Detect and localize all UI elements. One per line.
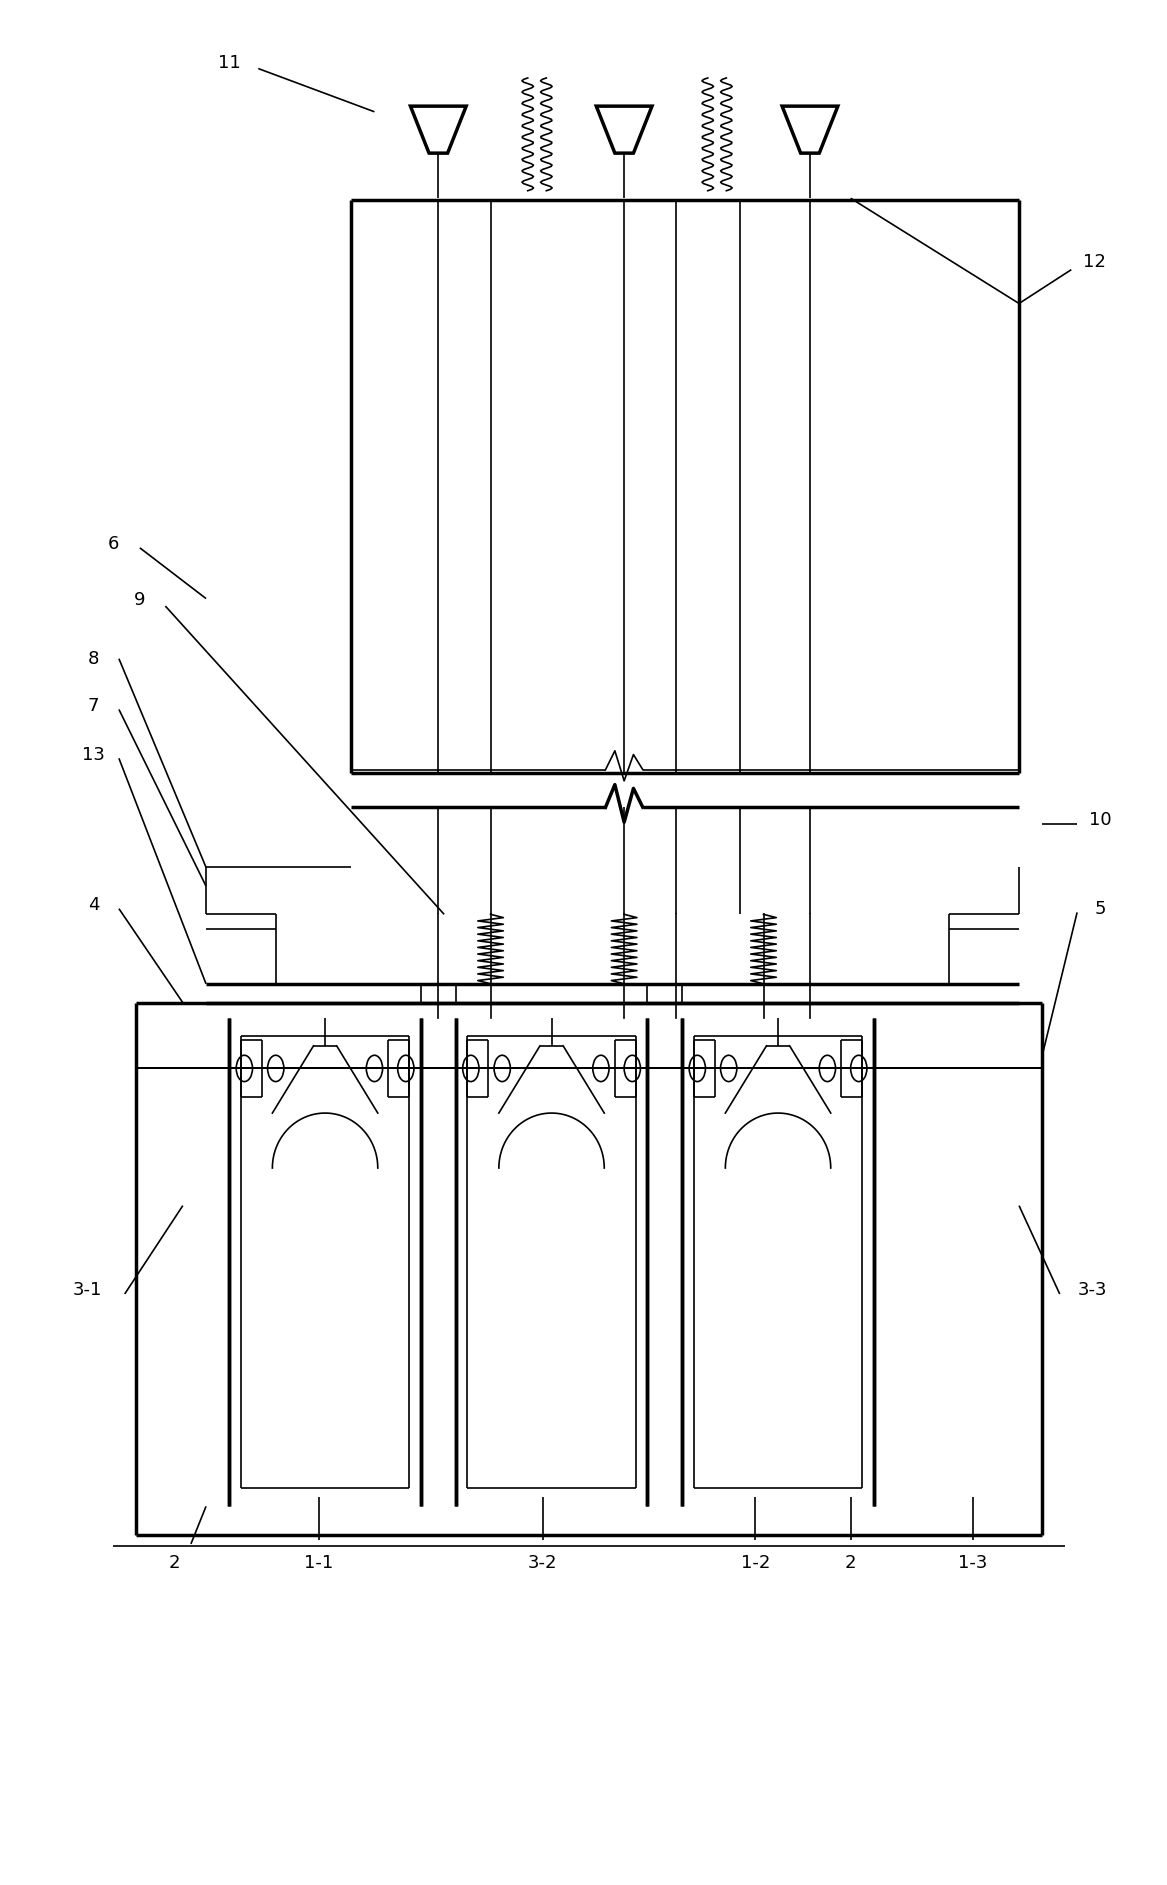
Text: 9: 9 [134, 592, 146, 609]
Text: 12: 12 [1083, 253, 1106, 271]
Text: 3-3: 3-3 [1077, 1282, 1107, 1299]
Text: 5: 5 [1095, 899, 1106, 918]
Text: 1-1: 1-1 [305, 1553, 334, 1572]
Text: 6: 6 [107, 535, 119, 552]
Text: 11: 11 [218, 55, 240, 72]
Text: 13: 13 [82, 746, 105, 763]
Text: 2: 2 [845, 1553, 857, 1572]
Polygon shape [411, 106, 466, 153]
Text: 3-1: 3-1 [72, 1282, 103, 1299]
Text: 2: 2 [169, 1553, 181, 1572]
Text: 7: 7 [88, 697, 99, 714]
Text: 1-3: 1-3 [958, 1553, 987, 1572]
Text: 3-2: 3-2 [529, 1553, 558, 1572]
Text: 8: 8 [88, 650, 99, 667]
Polygon shape [782, 106, 838, 153]
Polygon shape [596, 106, 652, 153]
Text: 10: 10 [1089, 811, 1112, 829]
Text: 4: 4 [88, 895, 99, 914]
Text: 1-2: 1-2 [741, 1553, 770, 1572]
